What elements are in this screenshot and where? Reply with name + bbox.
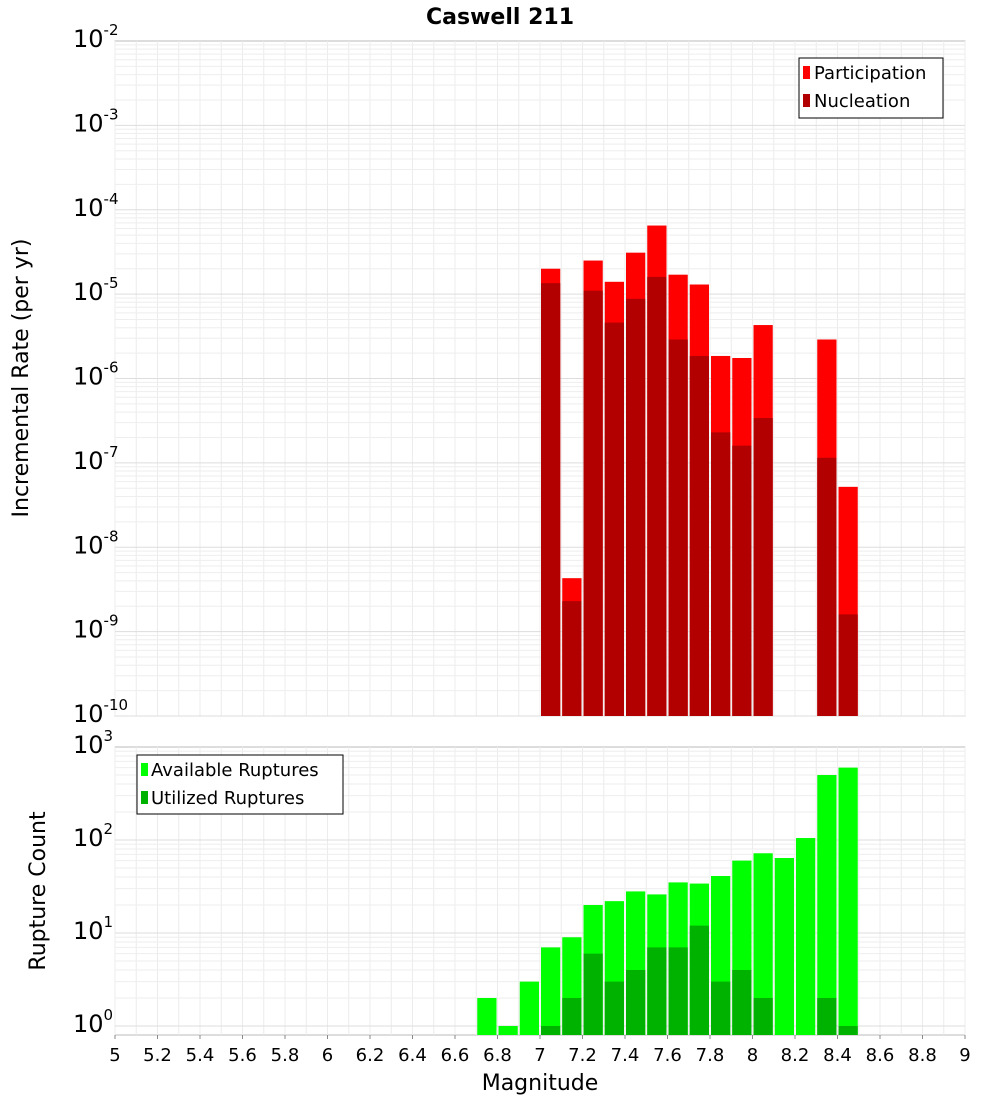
x-tick-label: 9 xyxy=(959,1045,970,1066)
nucleation-bar xyxy=(647,276,667,716)
x-tick-label: 6.6 xyxy=(441,1045,470,1066)
available-ruptures-bar xyxy=(519,981,539,1035)
utilized-ruptures-bar xyxy=(604,981,624,1035)
nucleation-bar xyxy=(626,298,646,716)
x-tick-label: 7.2 xyxy=(568,1045,597,1066)
x-tick-label: 5.6 xyxy=(228,1045,257,1066)
available-ruptures-bar xyxy=(774,858,794,1035)
utilized-ruptures-bar xyxy=(583,953,603,1035)
x-tick-label: 6.8 xyxy=(483,1045,512,1066)
utilized-ruptures-bar xyxy=(541,1025,561,1035)
rate-y-tick-label: 10-7 xyxy=(73,443,119,475)
nucleation-bar xyxy=(838,614,858,716)
legend-swatch-nucleation xyxy=(803,94,810,107)
count-y-tick-label: 102 xyxy=(73,820,113,852)
available-ruptures-bar xyxy=(753,853,773,1035)
rate-legend: Participation Nucleation xyxy=(798,57,944,119)
utilized-ruptures-bar xyxy=(626,969,646,1035)
rate-y-tick-label: 10-6 xyxy=(73,359,119,391)
available-ruptures-bar xyxy=(817,774,837,1035)
count-panel: 100 101 102 103 5 5.2 5.4 5.6 5.8 6 6.2 6.4 6.6 6.8 7… xyxy=(26,727,971,1096)
legend-label-participation: Participation xyxy=(814,63,926,84)
count-legend: Available Ruptures Utilized Ruptures xyxy=(136,754,344,815)
nucleation-bar xyxy=(711,432,731,716)
count-y-tick-label: 103 xyxy=(73,727,113,759)
chart-title: Caswell 211 xyxy=(426,5,574,30)
rate-y-tick-label: 10-4 xyxy=(73,190,119,222)
x-tick-label: 7.4 xyxy=(611,1045,640,1066)
legend-label-available: Available Ruptures xyxy=(151,760,319,781)
rate-y-tick-label: 10-8 xyxy=(73,527,119,559)
x-tick-label: 6.4 xyxy=(398,1045,427,1066)
rate-y-axis-label: Incremental Rate (per yr) xyxy=(9,239,34,518)
utilized-ruptures-bar xyxy=(732,969,752,1035)
available-ruptures-bar xyxy=(498,1025,518,1035)
count-y-axis-label: Rupture Count xyxy=(26,811,51,971)
x-tick-label: 7.6 xyxy=(653,1045,682,1066)
nucleation-bar xyxy=(668,339,688,716)
utilized-ruptures-bar xyxy=(711,981,731,1035)
legend-label-utilized: Utilized Ruptures xyxy=(151,788,304,809)
available-ruptures-bar xyxy=(541,947,561,1035)
available-ruptures-bar xyxy=(838,767,858,1035)
legend-swatch-participation xyxy=(803,66,810,79)
x-tick-label: 8.2 xyxy=(781,1045,810,1066)
x-tick-label: 5.4 xyxy=(186,1045,215,1066)
x-tick-label: 8.6 xyxy=(866,1045,895,1066)
rate-y-tick-label: 10-3 xyxy=(73,105,119,137)
x-tick-label: 5 xyxy=(109,1045,120,1066)
nucleation-bar xyxy=(817,457,837,716)
nucleation-bar xyxy=(604,322,624,716)
nucleation-bar xyxy=(689,355,709,716)
rate-y-tick-label: 10-9 xyxy=(73,612,119,644)
utilized-ruptures-bar xyxy=(689,925,709,1035)
x-tick-label: 6.2 xyxy=(356,1045,385,1066)
rate-y-tick-label: 10-10 xyxy=(73,696,128,728)
rate-panel: 10-10 10-9 10-8 10-7 10-6 10-5 10-4 10-3 10-2 In… xyxy=(9,21,966,728)
x-tick-label: 7.8 xyxy=(696,1045,725,1066)
nucleation-bar xyxy=(583,290,603,716)
rate-y-tick-label: 10-2 xyxy=(73,21,119,53)
available-ruptures-bar xyxy=(796,838,816,1035)
rate-y-tick-label: 10-5 xyxy=(73,274,119,306)
x-tick-label: 6 xyxy=(322,1045,333,1066)
x-tick-label: 8.8 xyxy=(908,1045,937,1066)
count-y-tick-label: 101 xyxy=(73,913,113,945)
utilized-ruptures-bar xyxy=(753,997,773,1035)
utilized-ruptures-bar xyxy=(817,997,837,1035)
count-y-tick-label: 100 xyxy=(73,1006,113,1038)
x-axis-label: Magnitude xyxy=(482,1071,599,1096)
utilized-ruptures-bar xyxy=(562,997,582,1035)
x-tick-label: 5.2 xyxy=(143,1045,172,1066)
utilized-ruptures-bar xyxy=(838,1025,858,1035)
nucleation-bar xyxy=(753,418,773,716)
legend-label-nucleation: Nucleation xyxy=(814,91,910,112)
x-tick-label: 5.8 xyxy=(271,1045,300,1066)
utilized-ruptures-bar xyxy=(668,947,688,1035)
x-tick-label: 8.4 xyxy=(823,1045,852,1066)
x-tick-label: 7 xyxy=(534,1045,545,1066)
utilized-ruptures-bar xyxy=(647,947,667,1035)
legend-swatch-available xyxy=(141,763,148,776)
nucleation-bar xyxy=(541,283,561,716)
legend-swatch-utilized xyxy=(141,791,148,804)
nucleation-bar xyxy=(562,601,582,716)
available-ruptures-bar xyxy=(477,997,497,1035)
nucleation-bar xyxy=(732,445,752,716)
x-tick-label: 8 xyxy=(747,1045,758,1066)
